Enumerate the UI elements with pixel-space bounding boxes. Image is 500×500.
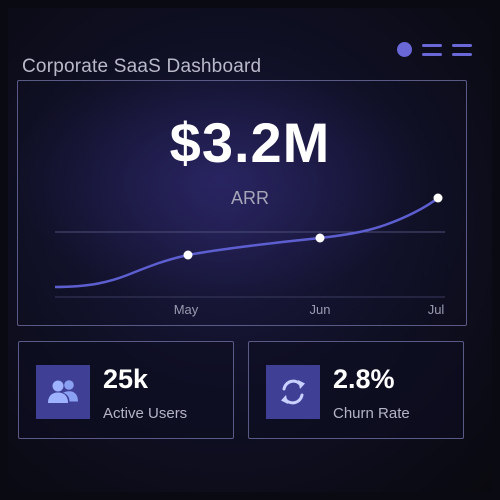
header-controls [397,42,472,57]
data-point[interactable] [315,233,325,243]
menu-bars-icon[interactable] [422,43,442,56]
churn-rate-value: 2.8% [333,364,395,394]
page-title: Corporate SaaS Dashboard [22,56,262,77]
menu-bars-icon[interactable] [452,43,472,56]
x-tick-label: Jun [310,302,331,317]
series-line [54,197,439,289]
data-point[interactable] [433,193,443,203]
active-users-label: Active Users [103,405,188,422]
churn-rate-label: Churn Rate [333,405,410,422]
x-tick-label: Jul [428,302,445,317]
active-users-value: 25k [103,364,149,394]
users-icon [36,365,90,419]
active-users-card[interactable]: 25k Active Users [18,341,234,439]
data-point[interactable] [183,250,193,260]
arr-label: ARR [230,188,269,208]
churn-rate-card[interactable]: 2.8% Churn Rate [248,341,464,439]
circle-dot-icon[interactable] [397,42,412,57]
refresh-icon [266,365,320,419]
arr-value: $3.2M [169,111,331,174]
x-tick-label: May [174,302,199,317]
